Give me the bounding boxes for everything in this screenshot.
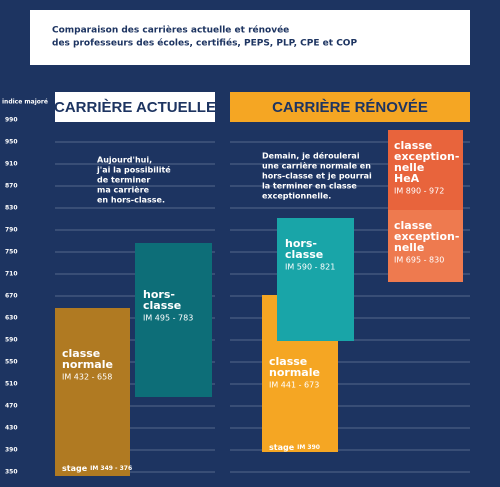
text-line: exception- [394, 230, 459, 243]
text-line: classe [394, 219, 432, 232]
text-line: classe [143, 299, 181, 312]
tick-label: 590 [5, 337, 18, 344]
block [388, 130, 463, 210]
tick-label: 870 [5, 183, 18, 190]
text-line: exceptionnelle. [262, 192, 331, 201]
text-line: classe [285, 248, 323, 261]
text-line: HeA [394, 172, 420, 185]
stage-name: stage [62, 464, 88, 473]
header-box [55, 92, 215, 122]
axis-label: indice majoré [2, 99, 48, 106]
tick-label: 910 [5, 161, 18, 168]
header: CARRIÈRE ACTUELLE [54, 99, 216, 116]
stage-range: IM 349 - 376 [90, 465, 132, 472]
stage: stage IM 390 [269, 443, 320, 452]
text-line: nelle [394, 241, 424, 254]
tick-label: 470 [5, 403, 18, 410]
tick-label: 350 [5, 469, 18, 476]
tick-label: 430 [5, 425, 18, 432]
stage-name: stage [269, 443, 295, 452]
block-range: IM 441 - 673 [269, 381, 319, 390]
text-line: Aujourd'hui, [97, 156, 152, 165]
text-line: classe [269, 355, 307, 368]
text-line: normale [269, 366, 320, 379]
text-line: hors-classe et je pourrai [262, 172, 372, 181]
header: CARRIÈRE RÉNOVÉE [272, 99, 428, 116]
title-line: des professeurs des écoles, certifiés, P… [52, 38, 357, 49]
stage: stage IM 349 - 376 [62, 464, 132, 473]
stage-range: IM 390 [297, 444, 320, 451]
text-line: de terminer [97, 176, 150, 185]
text-line: classe [394, 139, 432, 152]
text-line: j'ai la possibilité [96, 165, 171, 175]
text-line: nelle [394, 161, 424, 174]
title-box [30, 10, 470, 65]
text-line: ma carrière [97, 185, 150, 195]
block [388, 210, 463, 282]
text-line: en hors-classe. [97, 196, 165, 205]
text-line: classe [62, 347, 100, 360]
tick-label: 950 [5, 139, 18, 146]
text-line: Demain, je déroulerai [262, 151, 360, 161]
tick-label: 390 [5, 447, 18, 454]
text-line: hors- [285, 237, 317, 250]
text-line: normale [62, 358, 113, 371]
text-line: hors- [143, 288, 175, 301]
text-line: une carrière normale en [262, 161, 371, 171]
block-range: IM 495 - 783 [143, 314, 193, 323]
tick-label: 750 [5, 249, 18, 256]
header-box [230, 92, 470, 122]
text-line: exception- [394, 150, 459, 163]
tick-label: 710 [5, 271, 18, 278]
tick-label: 550 [5, 359, 18, 366]
tick-label: 790 [5, 227, 18, 234]
tick-label: 670 [5, 293, 18, 300]
block [55, 308, 130, 476]
tick-label: 990 [5, 117, 18, 124]
block-range: IM 695 - 830 [394, 256, 444, 265]
block-range: IM 890 - 972 [394, 187, 444, 196]
title-line: Comparaison des carrières actuelle et ré… [52, 25, 289, 36]
block-range: IM 432 - 658 [62, 373, 112, 382]
text-line: la terminer en classe [262, 182, 357, 191]
block-range: IM 590 - 821 [285, 263, 335, 272]
block [135, 243, 212, 397]
tick-label: 830 [5, 205, 18, 212]
block [277, 218, 354, 341]
tick-label: 510 [5, 381, 18, 388]
tick-label: 630 [5, 315, 18, 322]
